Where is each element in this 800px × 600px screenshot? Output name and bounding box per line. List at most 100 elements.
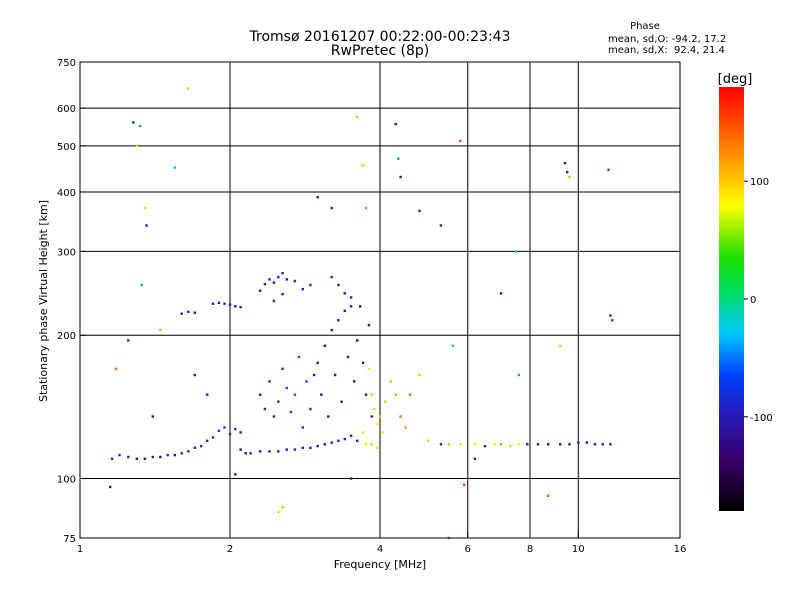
data-point: [373, 407, 376, 411]
chart-subtitle: RwPretec (8p): [331, 43, 429, 59]
data-point: [272, 299, 276, 303]
data-point: [418, 209, 421, 213]
x-tick-label: 2: [227, 544, 233, 555]
data-point: [293, 279, 297, 283]
colorbar-tick-label: -100: [750, 413, 773, 424]
data-point: [601, 443, 604, 446]
data-point: [514, 250, 518, 253]
y-tick-label: 75: [63, 534, 76, 545]
data-point: [281, 506, 284, 509]
data-point: [268, 380, 271, 383]
data-point: [361, 431, 365, 434]
data-point: [427, 439, 430, 442]
x-axis-label: Frequency [MHz]: [334, 558, 426, 571]
data-point: [359, 305, 362, 308]
x-tick-label: 16: [674, 544, 687, 555]
data-point: [239, 306, 242, 309]
data-point: [323, 344, 326, 347]
data-point: [364, 443, 368, 446]
x-tick-label: 10: [572, 544, 585, 555]
data-point: [340, 400, 343, 403]
data-point: [389, 380, 392, 383]
data-point: [353, 380, 356, 383]
data-point: [493, 443, 496, 446]
data-point: [418, 373, 421, 377]
data-point: [180, 452, 183, 455]
data-point: [293, 393, 297, 396]
data-point: [394, 123, 397, 126]
data-points: [109, 87, 614, 540]
data-point: [316, 361, 319, 364]
data-point: [568, 175, 571, 179]
data-point: [343, 309, 346, 313]
data-point: [585, 441, 588, 444]
data-point: [536, 443, 540, 446]
data-point: [159, 455, 162, 459]
grid-lines: [80, 62, 680, 538]
data-point: [244, 452, 247, 455]
data-point: [127, 455, 130, 459]
data-point: [399, 175, 402, 179]
colorbar-label: [deg]: [718, 72, 753, 87]
data-point: [559, 344, 562, 347]
data-point: [187, 310, 190, 313]
data-point: [187, 87, 190, 90]
data-point: [356, 115, 359, 119]
data-point: [346, 355, 350, 359]
data-point: [394, 393, 397, 396]
data-point: [277, 450, 280, 453]
data-point: [367, 324, 371, 327]
data-point: [193, 373, 196, 377]
data-point: [268, 450, 271, 453]
data-point: [356, 339, 359, 342]
data-point: [316, 444, 319, 448]
x-tick-label: 8: [527, 544, 533, 555]
data-point: [343, 437, 346, 441]
data-point: [234, 427, 237, 431]
data-point: [404, 426, 407, 429]
data-point: [397, 157, 400, 160]
data-point: [349, 296, 353, 299]
data-point: [239, 431, 242, 434]
data-point: [320, 393, 323, 396]
data-point: [140, 283, 143, 287]
data-point: [312, 373, 316, 377]
data-point: [330, 328, 333, 332]
x-axis: 1 2 4 6 8 10 16: [77, 532, 687, 555]
data-point: [259, 289, 262, 292]
stats-o: mean, sd,O: -94.2, 17.2: [608, 34, 726, 45]
y-tick-label: 100: [57, 475, 76, 486]
data-point: [349, 434, 353, 437]
data-point: [217, 429, 221, 432]
data-point: [272, 281, 276, 284]
data-point: [211, 302, 215, 305]
data-point: [577, 441, 580, 444]
data-point: [451, 344, 454, 347]
data-point: [364, 206, 368, 210]
data-point: [439, 224, 443, 227]
data-point: [173, 166, 176, 169]
data-point: [609, 443, 612, 446]
data-point: [301, 446, 304, 449]
data-point: [281, 272, 284, 275]
data-point: [399, 415, 402, 418]
data-point: [289, 410, 293, 414]
data-point: [206, 439, 209, 442]
chart-title: Tromsø 20161207 00:22:00-00:23:43: [249, 29, 511, 45]
data-point: [499, 443, 503, 446]
data-point: [563, 161, 567, 165]
y-tick-label: 500: [57, 142, 76, 153]
data-point: [285, 448, 288, 451]
data-point: [459, 443, 462, 446]
data-point: [337, 439, 340, 442]
data-point: [473, 443, 476, 446]
data-point: [499, 292, 503, 295]
data-point: [327, 415, 330, 418]
data-point: [143, 457, 147, 460]
data-point: [309, 283, 312, 287]
data-point: [376, 446, 379, 449]
y-tick-label: 600: [57, 104, 76, 115]
stats-header: Phase: [630, 21, 660, 32]
data-point: [151, 455, 154, 459]
